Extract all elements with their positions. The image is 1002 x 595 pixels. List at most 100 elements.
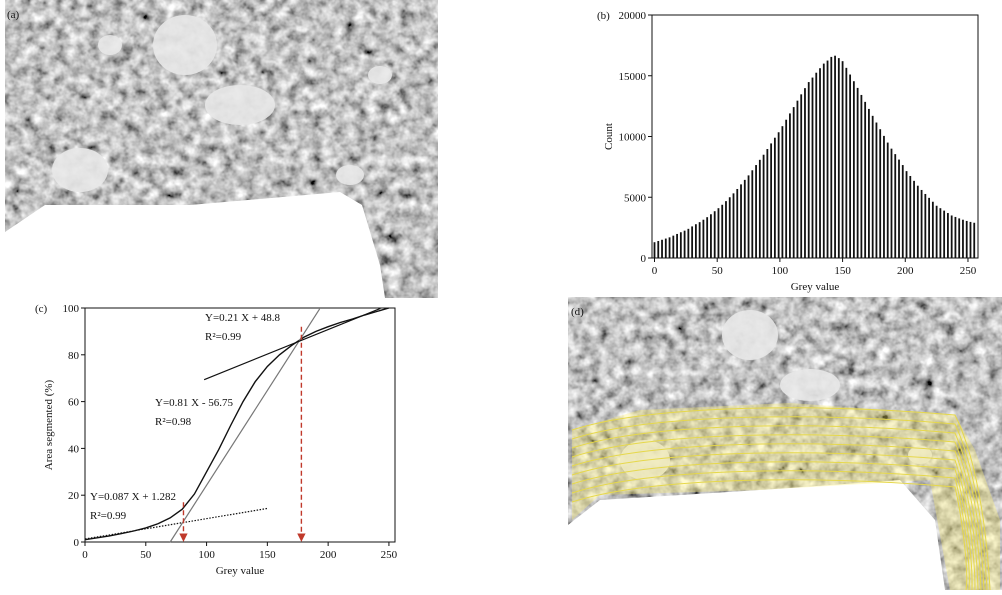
bar — [777, 132, 780, 258]
bar — [947, 213, 949, 258]
x-tick-label: 150 — [834, 265, 851, 277]
x-tick-label: 250 — [960, 265, 977, 277]
bar — [826, 60, 829, 258]
bar — [898, 159, 900, 258]
bar — [939, 208, 942, 258]
bar — [702, 219, 705, 258]
contour-line — [571, 452, 976, 591]
bar — [905, 171, 908, 258]
bar — [864, 101, 867, 258]
bar — [728, 197, 731, 258]
bar — [845, 67, 848, 258]
bar — [883, 135, 885, 258]
bar — [886, 142, 889, 258]
bar — [860, 94, 863, 259]
y-tick-label: 40 — [68, 443, 80, 455]
bar — [830, 56, 833, 259]
fit-equation: Y=0.21 X + 48.8 — [205, 312, 281, 324]
bar — [721, 204, 724, 258]
x-tick-label: 50 — [712, 265, 724, 277]
panel-label: (d) — [571, 306, 584, 318]
fit-equation: Y=0.087 X + 1.282 — [90, 491, 176, 503]
y-tick-label: 0 — [74, 537, 80, 549]
bar — [890, 148, 893, 258]
bar — [924, 193, 927, 258]
bar — [935, 205, 938, 258]
fit-line — [84, 507, 268, 540]
bar — [913, 180, 915, 258]
bar — [661, 239, 663, 258]
bar — [676, 233, 678, 258]
bar — [916, 185, 919, 258]
bar — [931, 201, 934, 258]
bar — [781, 126, 784, 258]
y-tick-label: 20 — [68, 490, 80, 502]
bar — [785, 119, 788, 258]
fit-r2: R²=0.98 — [155, 416, 192, 428]
bar — [751, 170, 754, 258]
bar — [909, 175, 912, 258]
bar — [943, 210, 946, 258]
y-tick-label: 80 — [68, 350, 80, 362]
bar — [965, 220, 968, 258]
bar — [773, 137, 776, 258]
x-tick-label: 0 — [82, 549, 88, 561]
fit-line — [203, 307, 381, 381]
bar — [747, 175, 750, 258]
contour-line — [571, 407, 991, 591]
micrograph-a — [5, 0, 438, 298]
bar — [804, 88, 806, 258]
bar — [962, 219, 964, 258]
y-tick-label: 0 — [641, 253, 647, 265]
bar — [732, 193, 735, 258]
bar — [811, 77, 814, 258]
bar — [755, 165, 757, 258]
bar — [691, 226, 694, 258]
bar — [743, 179, 746, 258]
bar — [687, 228, 690, 258]
bar — [664, 238, 667, 258]
bar — [792, 107, 795, 258]
bar — [822, 63, 825, 258]
x-axis-label: Grey value — [216, 565, 265, 577]
bar — [875, 122, 878, 258]
x-tick-label: 100 — [772, 265, 789, 277]
x-tick-label: 50 — [140, 549, 152, 561]
x-tick-label: 200 — [320, 549, 337, 561]
x-tick-label: 150 — [259, 549, 276, 561]
plot-frame — [84, 307, 396, 543]
fit-equation: Y=0.81 X - 56.75 — [155, 397, 234, 409]
micrograph-d — [568, 297, 1002, 591]
contour-line — [571, 461, 973, 591]
bar — [758, 159, 761, 258]
fit-r2: R²=0.99 — [205, 331, 242, 343]
bar — [856, 87, 859, 259]
bar — [969, 221, 972, 258]
bar — [679, 232, 682, 258]
y-tick-label: 20000 — [619, 10, 647, 22]
bar — [879, 129, 882, 258]
bar — [657, 240, 660, 258]
x-tick-label: 250 — [381, 549, 398, 561]
panel-label: (a) — [7, 9, 20, 21]
bar — [800, 94, 803, 258]
x-tick-label: 200 — [897, 265, 914, 277]
y-axis-label: Count — [603, 123, 615, 150]
bar — [698, 222, 701, 258]
bar — [928, 197, 930, 258]
bar — [796, 100, 799, 258]
bar — [958, 218, 961, 258]
bar — [717, 208, 720, 258]
bar — [668, 237, 671, 258]
bar — [834, 55, 836, 258]
x-axis-label: Grey value — [791, 281, 840, 293]
bar — [841, 61, 844, 258]
bar — [762, 154, 765, 258]
bar — [706, 217, 709, 258]
y-tick-label: 5000 — [624, 192, 647, 204]
contour-line — [571, 434, 982, 591]
bar — [819, 68, 821, 258]
bar — [725, 201, 727, 258]
bar — [740, 184, 742, 258]
bar — [868, 108, 870, 259]
